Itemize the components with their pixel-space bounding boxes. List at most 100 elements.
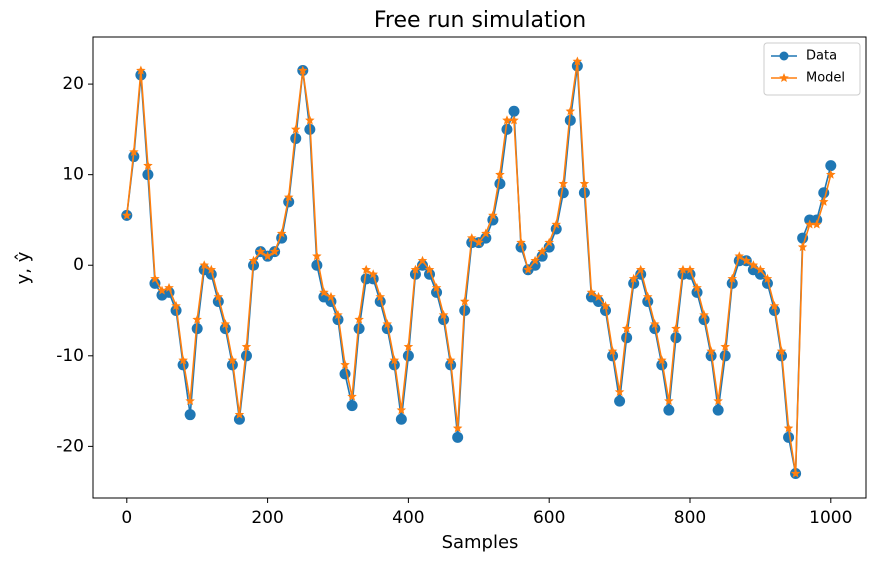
marker bbox=[262, 251, 273, 261]
marker bbox=[663, 404, 675, 416]
marker bbox=[776, 346, 787, 356]
marker bbox=[417, 255, 428, 265]
y-tick-label: -10 bbox=[56, 346, 84, 366]
marker bbox=[248, 255, 259, 265]
marker bbox=[734, 251, 744, 261]
marker bbox=[671, 323, 681, 333]
legend-label: Model bbox=[806, 71, 845, 86]
marker bbox=[381, 323, 393, 335]
marker bbox=[621, 323, 632, 333]
chart-title: Free run simulation bbox=[374, 8, 586, 33]
marker bbox=[445, 355, 456, 365]
marker bbox=[678, 264, 688, 274]
x-tick-label: 0 bbox=[121, 508, 132, 528]
marker bbox=[319, 287, 329, 297]
marker bbox=[164, 282, 174, 292]
marker bbox=[754, 268, 766, 280]
x-tick-label: 1000 bbox=[809, 508, 852, 528]
x-tick-label: 400 bbox=[392, 508, 424, 528]
marker bbox=[495, 169, 505, 179]
marker bbox=[699, 310, 709, 320]
x-tick-label: 200 bbox=[251, 508, 283, 528]
marker bbox=[149, 277, 161, 289]
marker bbox=[692, 282, 702, 292]
legend-marker bbox=[779, 51, 789, 61]
marker bbox=[600, 301, 611, 310]
marker bbox=[171, 301, 181, 310]
marker bbox=[431, 282, 442, 292]
marker bbox=[199, 260, 209, 270]
marker bbox=[621, 332, 633, 344]
marker bbox=[501, 123, 513, 135]
marker bbox=[347, 391, 357, 401]
marker bbox=[691, 286, 703, 298]
marker bbox=[255, 246, 266, 256]
marker bbox=[220, 319, 231, 329]
marker bbox=[403, 341, 414, 351]
marker bbox=[227, 355, 238, 365]
marker bbox=[284, 192, 294, 202]
marker bbox=[410, 264, 421, 274]
marker bbox=[424, 264, 435, 274]
marker bbox=[185, 396, 195, 406]
marker bbox=[719, 350, 731, 362]
y-tick-label: 0 bbox=[73, 255, 84, 275]
marker bbox=[543, 241, 555, 253]
marker bbox=[607, 350, 619, 362]
marker bbox=[544, 237, 554, 247]
marker bbox=[494, 178, 506, 190]
y-axis-label: y, ŷ bbox=[13, 251, 34, 284]
marker bbox=[354, 314, 364, 324]
marker bbox=[241, 341, 252, 351]
marker bbox=[452, 431, 464, 443]
marker bbox=[333, 310, 343, 320]
marker bbox=[460, 296, 470, 306]
marker bbox=[431, 286, 443, 298]
marker bbox=[825, 160, 837, 172]
marker bbox=[122, 210, 132, 220]
marker bbox=[291, 124, 301, 134]
marker bbox=[564, 114, 576, 126]
marker bbox=[361, 264, 371, 274]
marker bbox=[685, 264, 695, 274]
marker bbox=[353, 323, 365, 335]
marker bbox=[592, 295, 604, 307]
series bbox=[122, 56, 836, 478]
marker bbox=[374, 295, 386, 307]
marker bbox=[614, 387, 625, 397]
legend-label: Data bbox=[806, 49, 837, 64]
marker bbox=[402, 350, 414, 362]
marker bbox=[769, 301, 780, 310]
marker bbox=[452, 423, 463, 433]
marker bbox=[698, 314, 710, 326]
marker bbox=[761, 277, 773, 289]
marker bbox=[219, 323, 231, 335]
marker bbox=[389, 355, 400, 365]
marker bbox=[150, 273, 160, 283]
marker bbox=[586, 287, 597, 297]
marker bbox=[628, 273, 639, 283]
marker bbox=[467, 233, 477, 243]
marker bbox=[523, 264, 533, 274]
marker bbox=[636, 264, 646, 274]
marker bbox=[579, 178, 590, 188]
y-tick-label: 10 bbox=[62, 165, 84, 185]
marker bbox=[368, 269, 378, 279]
marker bbox=[783, 423, 794, 433]
marker bbox=[340, 359, 350, 369]
marker bbox=[551, 219, 561, 229]
marker bbox=[804, 219, 815, 229]
marker bbox=[812, 219, 822, 229]
marker bbox=[438, 310, 449, 320]
marker bbox=[488, 210, 498, 220]
legend-marker bbox=[779, 73, 789, 82]
marker bbox=[664, 396, 674, 406]
marker bbox=[727, 273, 737, 283]
marker bbox=[129, 147, 139, 157]
marker bbox=[143, 160, 153, 170]
marker bbox=[283, 196, 295, 208]
legend: Data Model bbox=[763, 42, 861, 96]
marker bbox=[269, 246, 280, 256]
